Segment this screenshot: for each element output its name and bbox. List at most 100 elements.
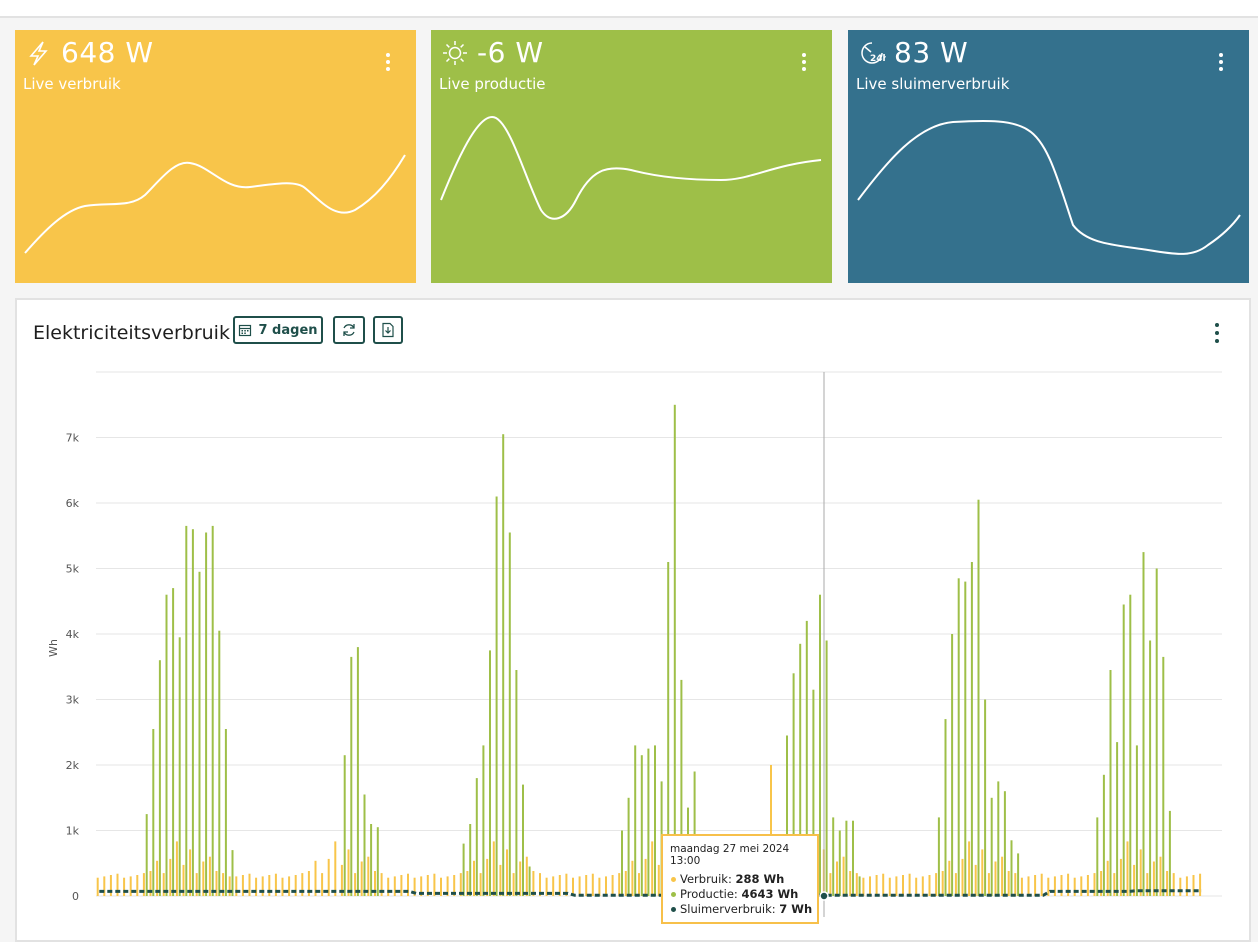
more-vertical-icon[interactable] xyxy=(1213,322,1221,344)
production-bar xyxy=(944,719,947,896)
consumption-bar xyxy=(948,860,951,896)
production-bar xyxy=(621,830,623,896)
sluimer-dot-icon xyxy=(671,907,676,912)
production-bar xyxy=(957,578,960,896)
consumption-bar xyxy=(598,877,601,896)
consumption-bar xyxy=(222,873,225,896)
production-bar xyxy=(462,843,465,896)
production-bar xyxy=(693,771,696,896)
production-bar xyxy=(640,755,643,896)
consumption-bar xyxy=(407,873,409,896)
chart-tooltip: maandag 27 mei 2024 13:00 Verbruik: 288 … xyxy=(661,834,819,924)
more-vertical-icon[interactable] xyxy=(384,52,392,72)
production-bar xyxy=(673,404,676,897)
more-vertical-icon[interactable] xyxy=(1217,52,1225,72)
consumption-bar xyxy=(525,856,528,896)
date-range-button[interactable]: 7 dagen xyxy=(233,316,323,344)
consumption-bar xyxy=(340,864,343,896)
production-bar xyxy=(825,640,828,896)
consumption-bar xyxy=(393,876,396,896)
production-bar xyxy=(812,689,815,896)
consumption-bar xyxy=(1086,875,1089,896)
production-bar xyxy=(522,784,524,896)
consumption-bar xyxy=(591,873,594,896)
production-bar xyxy=(191,529,194,896)
more-vertical-icon[interactable] xyxy=(800,52,808,72)
consumption-bar xyxy=(974,864,977,896)
consumption-bar xyxy=(486,858,489,896)
production-bar xyxy=(970,562,973,896)
consumption-bar xyxy=(459,873,462,896)
consumption-bar xyxy=(1106,860,1109,896)
live-consumption-card[interactable]: 648 W Live verbruik xyxy=(15,30,416,283)
consumption-bar xyxy=(413,877,416,896)
production-bar xyxy=(786,735,788,896)
production-bar xyxy=(990,797,993,897)
consumption-bar xyxy=(1060,875,1063,896)
consumption-bar xyxy=(387,877,390,896)
consumption-bar xyxy=(116,873,119,896)
production-bar xyxy=(502,434,505,896)
consumption-value: 648 W xyxy=(61,36,154,69)
consumption-bar xyxy=(294,875,297,896)
consumption-bar xyxy=(1166,871,1169,896)
production-bar xyxy=(218,630,221,896)
consumption-bar xyxy=(578,876,581,896)
consumption-bar xyxy=(618,873,621,896)
consumption-bar xyxy=(1073,877,1076,896)
consumption-bar xyxy=(921,876,924,896)
consumption-bar xyxy=(175,841,178,896)
consumption-bar xyxy=(466,871,469,896)
production-bar xyxy=(799,643,802,896)
consumption-bar xyxy=(473,860,475,896)
production-bar xyxy=(654,745,656,896)
consumption-bar xyxy=(367,856,370,896)
consumption-bar xyxy=(631,860,634,896)
production-bar xyxy=(211,525,214,896)
production-bar xyxy=(1142,552,1145,896)
consumption-bar xyxy=(882,873,885,896)
refresh-button[interactable] xyxy=(333,316,365,344)
consumption-bar xyxy=(1034,875,1037,896)
calendar-icon xyxy=(239,324,252,337)
production-bar xyxy=(145,814,148,896)
tooltip-row-verbruik: Verbruik: 288 Wh xyxy=(671,872,784,886)
production-bar xyxy=(165,594,168,896)
production-bar xyxy=(805,620,808,896)
consumption-bar xyxy=(1027,876,1030,896)
export-icon xyxy=(382,322,394,338)
live-production-card[interactable]: -6 W Live productie xyxy=(431,30,832,283)
consumption-bar xyxy=(268,875,271,896)
export-button[interactable] xyxy=(373,316,403,344)
consumption-bar xyxy=(426,875,429,896)
production-bar xyxy=(984,699,987,896)
consumption-bar xyxy=(354,873,357,896)
consumption-bar xyxy=(519,861,522,896)
consumption-bar xyxy=(420,876,423,896)
y-axis-label: Wh xyxy=(47,639,60,657)
production-bar xyxy=(838,830,841,896)
consumption-bar xyxy=(453,875,456,896)
consumption-bar xyxy=(1172,873,1175,896)
consumption-bar xyxy=(1020,877,1023,896)
consumption-bar xyxy=(855,873,858,896)
production-bar xyxy=(1017,853,1020,896)
live-standby-card[interactable]: 24h 83 W Live sluimerverbruik xyxy=(848,30,1249,283)
y-tick-label: 3k xyxy=(66,694,80,707)
production-bar xyxy=(231,850,234,896)
consumption-bar xyxy=(195,873,198,896)
electricity-chart: 0 1k 2k 3k 4k 5k 6k 7k Wh xyxy=(47,371,1222,917)
consumption-bar xyxy=(1152,861,1155,896)
consumption-bar xyxy=(954,873,957,896)
consumption-bar xyxy=(1067,873,1070,896)
production-bar xyxy=(951,634,954,896)
production-bar xyxy=(792,673,795,896)
production-bar xyxy=(482,745,485,896)
consumption-bar xyxy=(129,876,132,896)
consumption-bar xyxy=(261,876,264,896)
consumption-bar xyxy=(657,864,660,896)
consumption-bar xyxy=(202,861,205,896)
consumption-bar xyxy=(123,877,126,896)
consumption-bar xyxy=(321,873,324,896)
production-bar xyxy=(832,817,835,896)
